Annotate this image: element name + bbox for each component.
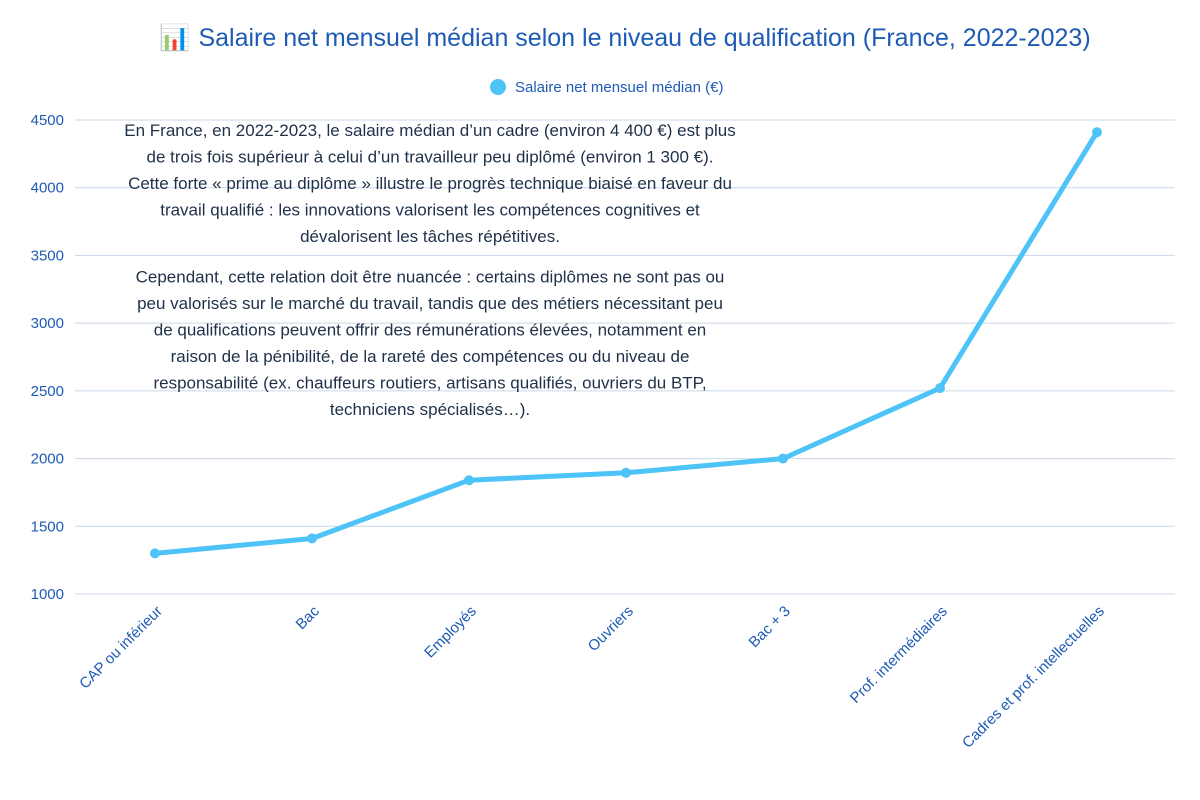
y-tick-label: 2500: [31, 383, 64, 400]
annotation-line: responsabilité (ex. chauffeurs routiers,…: [153, 374, 706, 393]
x-axis: CAP ou inférieur Bac Employés Ouvriers Bac +…: [76, 602, 1108, 751]
annotation-line: Cette forte « prime au diplôme » illustr…: [128, 174, 732, 193]
y-tick-label: 4500: [31, 112, 64, 129]
data-point[interactable]: [464, 475, 474, 486]
grid-lines: [75, 119, 1175, 595]
annotation-line: de qualifications peuvent offrir des rém…: [154, 321, 707, 340]
annotation-line: En France, en 2022-2023, le salaire médi…: [124, 121, 735, 140]
chart-icon: 📊: [159, 23, 190, 52]
x-tick-label: Cadres et prof. intellectuelles: [959, 603, 1108, 752]
annotation-line: raison de la pénibilité, de la rareté de…: [171, 347, 690, 366]
y-tick-label: 3000: [31, 315, 64, 332]
data-point[interactable]: [935, 383, 945, 394]
annotation-line: Cependant, cette relation doit être nuan…: [136, 268, 725, 287]
x-tick-label: Employés: [421, 603, 480, 662]
annotation-line: dévalorisent les tâches répétitives.: [300, 227, 560, 246]
y-axis: 1000 1500 2000 2500 3000 3500 4000 4500: [31, 112, 64, 603]
x-tick-label: Bac: [293, 602, 324, 633]
legend-marker: [490, 79, 506, 95]
series-line: [152, 129, 1100, 556]
x-tick-label: CAP ou inférieur: [76, 603, 166, 693]
data-point[interactable]: [621, 467, 631, 478]
annotation-line: techniciens spécialisés…).: [330, 400, 530, 419]
data-points: [150, 127, 1102, 559]
y-tick-label: 3500: [31, 247, 64, 264]
x-tick-label: Ouvriers: [585, 603, 637, 655]
annotation-text: En France, en 2022-2023, le salaire médi…: [124, 121, 735, 419]
legend[interactable]: Salaire net mensuel médian (€): [490, 79, 723, 96]
annotation-line: peu valorisés sur le marché du travail, …: [137, 294, 723, 313]
data-point[interactable]: [307, 533, 317, 544]
annotation-line: de trois fois supérieur à celui d’un tra…: [147, 148, 714, 167]
x-tick-label: Bac + 3: [746, 603, 794, 651]
annotation-line: travail qualifié : les innovations valor…: [160, 201, 700, 220]
y-tick-label: 2000: [31, 451, 64, 468]
chart-title-text: Salaire net mensuel médian selon le nive…: [198, 24, 1090, 52]
chart-title: 📊 Salaire net mensuel médian selon le niv…: [159, 23, 1090, 52]
data-point[interactable]: [150, 548, 160, 559]
data-point[interactable]: [778, 453, 788, 464]
x-tick-label: Prof. intermédiaires: [847, 603, 951, 707]
legend-label: Salaire net mensuel médian (€): [515, 79, 723, 96]
y-tick-label: 1500: [31, 518, 64, 535]
y-tick-label: 1000: [31, 586, 64, 603]
data-point[interactable]: [1092, 127, 1102, 138]
y-tick-label: 4000: [31, 180, 64, 197]
